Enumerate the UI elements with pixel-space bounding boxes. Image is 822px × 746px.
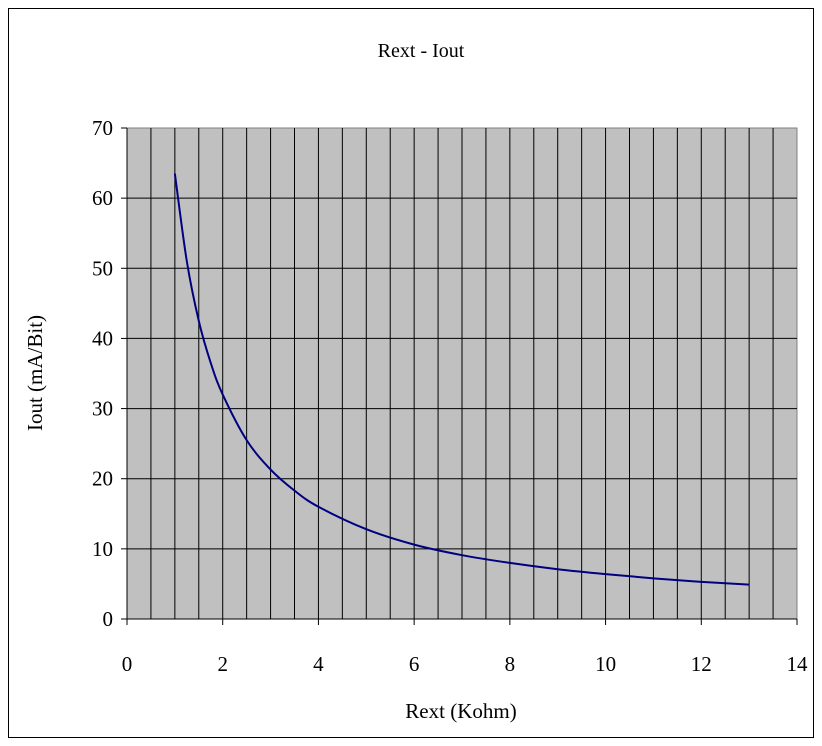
y-tick-label: 60 [92,186,113,210]
x-tick-label: 12 [691,652,712,676]
x-tick-labels: 0 2 4 6 8 10 12 14 [122,619,808,676]
y-tick-label: 10 [92,537,113,561]
x-axis-label: Rext (Kohm) [405,699,516,723]
y-tick-labels: 0 10 20 30 40 50 60 70 [92,116,127,631]
grid-lines [126,128,797,620]
series-line [173,173,750,586]
x-tick-label: 10 [595,652,616,676]
y-tick-label: 70 [92,116,113,140]
x-tick-label: 4 [313,652,324,676]
y-tick-label: 50 [92,256,113,280]
y-axis-label: Iout (mA/Bit) [23,315,47,431]
y-tick-label: 20 [92,467,113,491]
x-tick-label: 2 [217,652,228,676]
x-tick-label: 0 [122,652,133,676]
y-tick-label: 0 [103,607,114,631]
x-tick-label: 6 [409,652,420,676]
x-tick-label: 8 [505,652,516,676]
y-tick-label: 30 [92,397,113,421]
chart-title: Rext - Iout [378,40,465,62]
x-tick-label: 14 [787,652,809,676]
y-tick-label: 40 [92,326,113,350]
